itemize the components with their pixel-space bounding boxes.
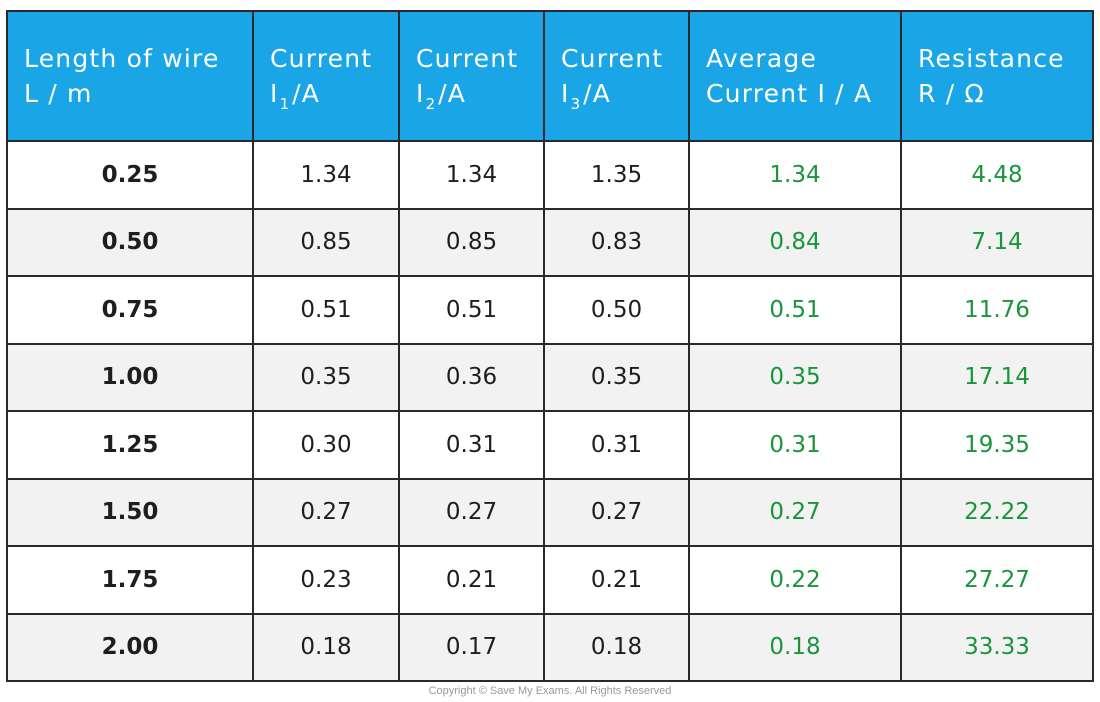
results-table: Length of wire L / m Current I1/A Curren…: [6, 10, 1094, 682]
current-3-cell: 1.35: [543, 140, 690, 210]
resistance-cell: 4.48: [900, 140, 1094, 210]
resistance-cell: 17.14: [900, 342, 1094, 412]
current-2-cell: 0.21: [398, 545, 545, 615]
header-length: Length of wire L / m: [6, 10, 254, 142]
current-3-cell: 0.31: [543, 410, 690, 480]
average-current-cell: 0.27: [688, 477, 902, 547]
current-3-cell: 0.83: [543, 207, 690, 277]
table-row: 1.25 0.30 0.31 0.31 0.31 19.35: [6, 410, 1094, 480]
results-table-container: Length of wire L / m Current I1/A Curren…: [6, 10, 1094, 682]
resistance-cell: 27.27: [900, 545, 1094, 615]
current-1-cell: 1.34: [252, 140, 400, 210]
average-current-cell: 0.22: [688, 545, 902, 615]
average-current-cell: 1.34: [688, 140, 902, 210]
table-row: 0.25 1.34 1.34 1.35 1.34 4.48: [6, 140, 1094, 210]
header-resistance: Resistance R / Ω: [900, 10, 1094, 142]
length-cell: 1.75: [6, 545, 254, 615]
header-current-3: Current I3/A: [543, 10, 690, 142]
current-2-cell: 0.31: [398, 410, 545, 480]
table-row: 1.75 0.23 0.21 0.21 0.22 27.27: [6, 545, 1094, 615]
current-1-cell: 0.30: [252, 410, 400, 480]
average-current-cell: 0.31: [688, 410, 902, 480]
copyright-notice: Copyright © Save My Exams. All Rights Re…: [428, 685, 672, 697]
resistance-cell: 33.33: [900, 612, 1094, 682]
current-2-cell: 0.27: [398, 477, 545, 547]
length-cell: 0.50: [6, 207, 254, 277]
current-1-cell: 0.23: [252, 545, 400, 615]
average-current-cell: 0.35: [688, 342, 902, 412]
current-1-cell: 0.51: [252, 275, 400, 345]
current-3-cell: 0.50: [543, 275, 690, 345]
length-cell: 0.25: [6, 140, 254, 210]
header-current-1: Current I1/A: [252, 10, 400, 142]
table-row: 0.75 0.51 0.51 0.50 0.51 11.76: [6, 275, 1094, 345]
current-1-cell: 0.18: [252, 612, 400, 682]
current-3-cell: 0.21: [543, 545, 690, 615]
current-3-cell: 0.35: [543, 342, 690, 412]
average-current-cell: 0.84: [688, 207, 902, 277]
table-row: 1.50 0.27 0.27 0.27 0.27 22.22: [6, 477, 1094, 547]
current-2-cell: 0.85: [398, 207, 545, 277]
length-cell: 1.00: [6, 342, 254, 412]
current-2-cell: 0.36: [398, 342, 545, 412]
table-row: 1.00 0.35 0.36 0.35 0.35 17.14: [6, 342, 1094, 412]
length-cell: 2.00: [6, 612, 254, 682]
current-1-cell: 0.35: [252, 342, 400, 412]
current-1-cell: 0.27: [252, 477, 400, 547]
table-row: 0.50 0.85 0.85 0.83 0.84 7.14: [6, 207, 1094, 277]
length-cell: 1.50: [6, 477, 254, 547]
table-row: 2.00 0.18 0.17 0.18 0.18 33.33: [6, 612, 1094, 682]
header-average-current: Average Current I / A: [688, 10, 902, 142]
header-row: Length of wire L / m Current I1/A Curren…: [6, 10, 1094, 142]
current-1-cell: 0.85: [252, 207, 400, 277]
length-cell: 1.25: [6, 410, 254, 480]
resistance-cell: 22.22: [900, 477, 1094, 547]
current-2-cell: 0.51: [398, 275, 545, 345]
header-current-2: Current I2/A: [398, 10, 545, 142]
current-3-cell: 0.18: [543, 612, 690, 682]
resistance-cell: 11.76: [900, 275, 1094, 345]
current-2-cell: 1.34: [398, 140, 545, 210]
average-current-cell: 0.51: [688, 275, 902, 345]
resistance-cell: 7.14: [900, 207, 1094, 277]
current-3-cell: 0.27: [543, 477, 690, 547]
current-2-cell: 0.17: [398, 612, 545, 682]
average-current-cell: 0.18: [688, 612, 902, 682]
length-cell: 0.75: [6, 275, 254, 345]
resistance-cell: 19.35: [900, 410, 1094, 480]
